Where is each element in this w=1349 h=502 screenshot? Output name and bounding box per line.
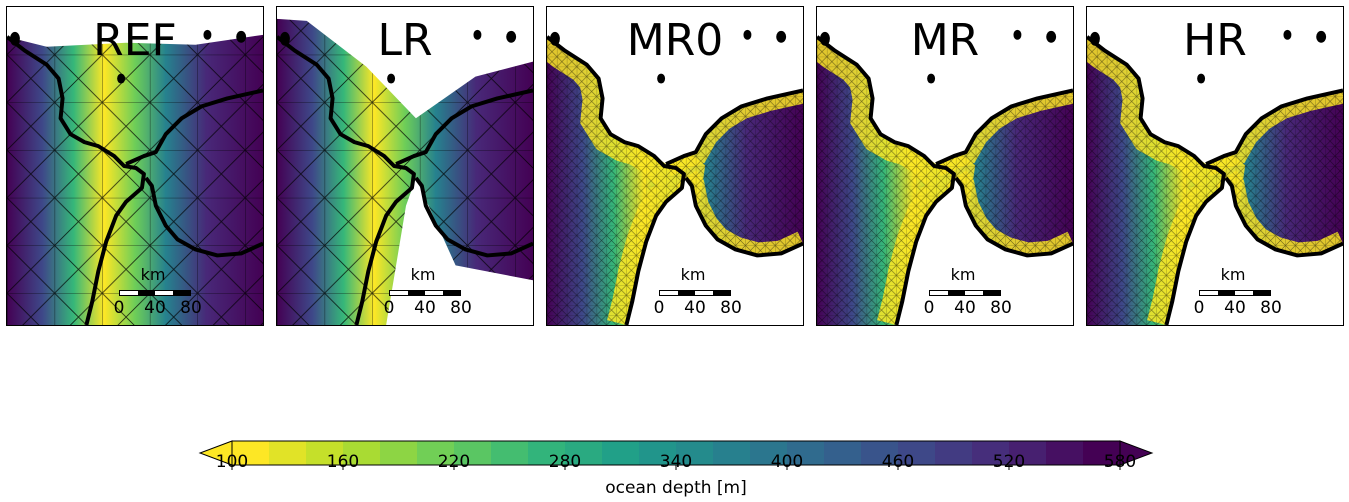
scale-tick-label: 80 <box>990 298 1012 318</box>
scale-strip <box>1199 290 1271 296</box>
panel-title: HR <box>1183 15 1247 66</box>
colorbar-tick-label: 580 <box>1103 452 1137 472</box>
scale-tick-label: 0 <box>383 298 395 318</box>
scale-tick-label: 40 <box>414 298 436 318</box>
bathymetry-map <box>1087 7 1343 325</box>
scale-bar: km 0 40 80 <box>1193 265 1282 325</box>
scale-tick-label: 40 <box>1224 298 1246 318</box>
panel-title: LR <box>377 15 433 66</box>
scale-tick-label: 0 <box>1193 298 1205 318</box>
colorbar-tick-label: 340 <box>659 452 693 472</box>
colorbar-tick-label: 220 <box>437 452 471 472</box>
map-panel-lr: LR km 0 40 80 <box>276 6 534 326</box>
colorbar-tick-label: 400 <box>770 452 804 472</box>
scale-tick-label: 80 <box>450 298 472 318</box>
panel-title: REF <box>93 15 177 66</box>
scale-strip <box>119 290 191 296</box>
scale-bar: km 0 40 80 <box>923 265 1012 325</box>
bathymetry-map <box>817 7 1073 325</box>
colorbar-tick-label: 100 <box>215 452 249 472</box>
scale-bar: km 0 40 80 <box>113 265 202 325</box>
scale-tick-label: 40 <box>954 298 976 318</box>
scale-tick-label: 0 <box>113 298 125 318</box>
colorbar-tick-label: 280 <box>548 452 582 472</box>
scale-tick-label: 40 <box>684 298 706 318</box>
scale-strip <box>659 290 731 296</box>
map-panel-mr: MR km 0 40 80 <box>816 6 1074 326</box>
colorbar-tick-label: 460 <box>881 452 915 472</box>
scale-tick-label: 80 <box>720 298 742 318</box>
scale-unit: km <box>680 265 706 284</box>
map-panel-mr0: MR0 km 0 40 80 <box>546 6 804 326</box>
scale-unit: km <box>950 265 976 284</box>
map-panel-hr: HR km 0 40 80 <box>1086 6 1344 326</box>
scale-unit: km <box>410 265 436 284</box>
scale-tick-label: 80 <box>1260 298 1282 318</box>
colorbar-tick-label: 160 <box>326 452 360 472</box>
colorbar <box>198 440 1154 470</box>
bathymetry-map <box>277 7 533 325</box>
panel-title: MR0 <box>626 15 724 66</box>
colorbar-tick-label: 520 <box>992 452 1026 472</box>
scale-tick-label: 0 <box>653 298 665 318</box>
scale-tick-label: 0 <box>923 298 935 318</box>
scale-unit: km <box>1220 265 1246 284</box>
panel-title: MR <box>910 15 980 66</box>
scale-strip <box>929 290 1001 296</box>
scale-unit: km <box>140 265 166 284</box>
scale-strip <box>389 290 461 296</box>
map-panel-ref: REF km 0 40 80 <box>6 6 264 326</box>
colorbar-label: ocean depth [m] <box>605 478 747 498</box>
scale-bar: km 0 40 80 <box>653 265 742 325</box>
bathymetry-map <box>547 7 803 325</box>
bathymetry-map <box>7 7 263 325</box>
scale-tick-label: 80 <box>180 298 202 318</box>
scale-tick-label: 40 <box>144 298 166 318</box>
scale-bar: km 0 40 80 <box>383 265 472 325</box>
